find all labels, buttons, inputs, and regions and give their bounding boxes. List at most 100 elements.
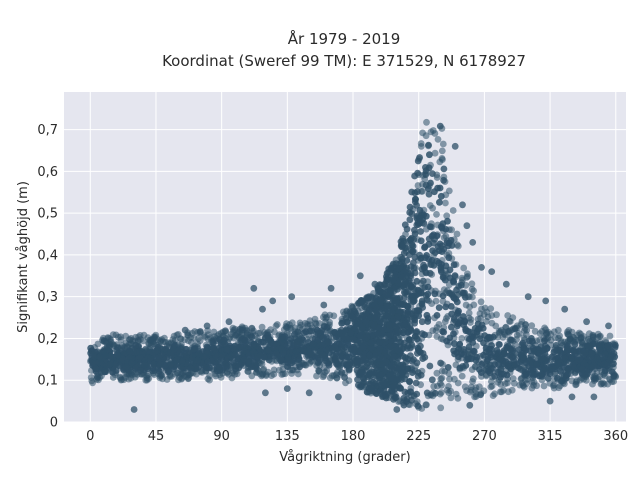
data-point (393, 406, 401, 413)
data-point (522, 346, 530, 354)
data-point (187, 364, 195, 372)
data-point (522, 359, 530, 367)
data-point (365, 380, 373, 388)
data-point (360, 334, 368, 341)
data-point (407, 336, 415, 344)
data-point (554, 374, 561, 382)
data-point (317, 341, 325, 349)
data-point (445, 254, 453, 262)
data-point (447, 236, 455, 244)
data-point (338, 369, 346, 376)
data-point (438, 147, 446, 155)
data-point (101, 337, 108, 345)
data-point (411, 253, 419, 261)
data-point (94, 374, 101, 381)
data-point (519, 339, 527, 347)
data-point (326, 357, 334, 365)
data-point (321, 368, 329, 376)
data-point (448, 242, 456, 249)
data-point (589, 340, 597, 348)
data-point (487, 351, 494, 359)
data-point (598, 380, 605, 387)
data-point (406, 209, 414, 216)
data-point (497, 388, 504, 396)
data-point (391, 385, 399, 393)
data-point (570, 363, 578, 371)
data-point (294, 341, 302, 349)
data-point (357, 383, 365, 390)
data-point (509, 347, 517, 354)
data-point (398, 300, 406, 308)
data-point (250, 358, 258, 366)
data-point (425, 141, 432, 149)
data-point (442, 199, 449, 207)
data-point (187, 339, 195, 346)
data-point (416, 154, 423, 161)
data-point (468, 280, 476, 288)
data-point (528, 322, 536, 330)
data-point (425, 235, 433, 243)
data-point (448, 323, 455, 331)
data-point (388, 362, 395, 370)
data-point (249, 348, 257, 356)
data-point (477, 369, 485, 376)
data-point (513, 361, 521, 368)
data-point (446, 274, 454, 282)
data-point (88, 352, 96, 360)
data-point (153, 355, 161, 362)
data-point (318, 327, 325, 334)
data-point (464, 273, 471, 280)
data-point (406, 216, 414, 224)
data-point (449, 207, 457, 214)
data-point (544, 328, 552, 336)
data-point (203, 364, 211, 372)
data-point (496, 341, 503, 348)
data-point (225, 318, 233, 326)
data-point (92, 365, 100, 373)
data-point (237, 343, 244, 350)
y-tick-label: 0,7 (37, 123, 58, 138)
data-point (259, 370, 267, 378)
data-point (460, 346, 468, 353)
data-point (259, 305, 266, 313)
data-point (359, 374, 367, 382)
x-tick-label: 225 (406, 429, 431, 444)
data-point (338, 346, 346, 353)
data-point (437, 192, 445, 200)
data-point (519, 381, 527, 389)
data-point (407, 327, 415, 335)
data-point (541, 337, 548, 345)
data-point (433, 333, 441, 340)
x-tick-label: 180 (341, 429, 366, 444)
data-point (461, 317, 468, 325)
data-point (458, 372, 466, 380)
data-point (338, 319, 346, 327)
data-point (366, 369, 374, 377)
data-point (390, 353, 398, 360)
data-point (385, 332, 393, 340)
data-point (426, 269, 434, 277)
data-point (412, 379, 420, 387)
data-point (439, 140, 447, 148)
data-point (247, 363, 255, 371)
data-point (232, 332, 240, 339)
data-point (396, 343, 404, 350)
data-point (135, 348, 143, 356)
data-point (167, 361, 175, 368)
data-point (204, 358, 212, 365)
data-point (188, 329, 196, 337)
chart-title-line1: År 1979 - 2019 (287, 30, 401, 48)
data-point (150, 335, 158, 343)
x-tick-label: 360 (603, 429, 628, 444)
data-point (156, 360, 164, 368)
data-point (195, 335, 202, 342)
data-point (376, 288, 384, 296)
data-point (356, 272, 364, 280)
data-point (302, 328, 310, 336)
data-point (606, 332, 614, 340)
data-point (265, 346, 272, 354)
x-tick-label: 270 (472, 429, 497, 444)
data-point (264, 331, 272, 339)
data-point (527, 352, 535, 360)
data-point (440, 176, 447, 184)
